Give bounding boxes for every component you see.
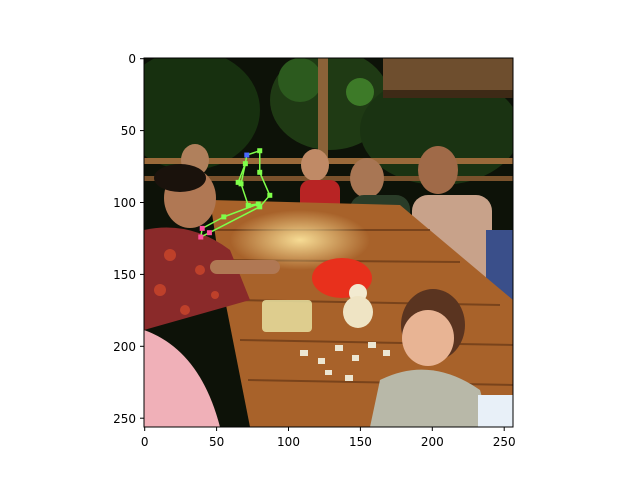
pose-keypoint — [244, 152, 250, 158]
person-bottom-left — [144, 330, 220, 427]
pose-keypoint — [238, 181, 244, 187]
photo — [144, 58, 513, 427]
girl-face — [402, 310, 454, 366]
pose-limb — [209, 206, 261, 234]
pose-keypoint — [235, 179, 241, 185]
y-tick-label: 150 — [113, 268, 136, 282]
x-tick-label: 200 — [421, 435, 444, 449]
person-man-center — [350, 158, 384, 198]
pose-keypoint — [198, 234, 204, 240]
pose-keypoint — [206, 230, 212, 236]
y-tick-label: 50 — [121, 124, 136, 138]
pose-keypoint — [242, 161, 248, 167]
y-tick-label: 250 — [113, 412, 136, 426]
x-tick-label: 50 — [209, 435, 224, 449]
x-axis: 0 50 100 150 200 250 — [141, 427, 516, 449]
pose-keypoint — [257, 204, 263, 210]
pose-keypoint — [255, 201, 261, 207]
pose-limb — [259, 172, 271, 196]
puzzle-pieces — [300, 342, 390, 381]
x-tick-label: 0 — [141, 435, 149, 449]
pose-limb — [201, 216, 225, 230]
person-back-center — [301, 149, 329, 181]
y-tick-label: 100 — [113, 196, 136, 210]
pose-limb — [240, 183, 249, 206]
pose-keypoint — [221, 214, 227, 220]
x-tick-label: 100 — [277, 435, 300, 449]
lamp-glow — [230, 210, 370, 270]
axes-frame — [143, 57, 514, 428]
pose-keypoint — [199, 225, 205, 231]
pole — [318, 58, 328, 158]
pose-limb — [223, 203, 259, 218]
pose-limb — [237, 163, 247, 183]
y-axis: 0 50 100 150 200 250 — [113, 52, 144, 426]
y-tick-label: 0 — [128, 52, 136, 66]
foliage-left — [144, 58, 260, 170]
pose-keypoint — [257, 169, 263, 175]
person-man-right — [418, 146, 458, 194]
pose-skeleton — [198, 148, 273, 240]
x-tick-label: 250 — [493, 435, 516, 449]
pose-keypoint — [267, 192, 273, 198]
roof — [383, 58, 513, 96]
girl-body — [370, 369, 490, 427]
y-tick-label: 200 — [113, 340, 136, 354]
x-tick-label: 150 — [349, 435, 372, 449]
pose-keypoint — [245, 202, 251, 208]
food-container — [262, 300, 312, 332]
foliage-right — [360, 75, 513, 185]
pose-keypoint — [257, 148, 263, 154]
